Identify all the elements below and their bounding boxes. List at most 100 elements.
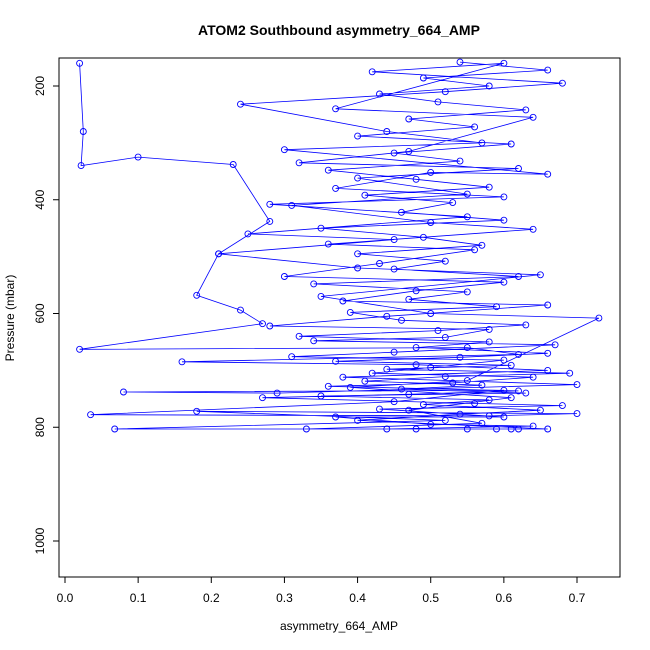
data-point	[507, 140, 515, 148]
data-point	[398, 208, 405, 216]
chart-title: ATOM2 Southbound asymmetry_664_AMP	[198, 22, 480, 38]
data-point	[427, 310, 435, 317]
data-point	[354, 132, 362, 140]
data-point	[544, 170, 552, 178]
data-point	[500, 413, 508, 421]
data-point	[390, 265, 398, 273]
data-point	[515, 273, 522, 280]
data-point	[463, 377, 471, 385]
data-point	[515, 165, 522, 172]
data-point	[412, 287, 420, 295]
data-point	[280, 273, 288, 280]
data-point	[77, 162, 85, 170]
data-point	[558, 79, 566, 87]
data-point	[383, 365, 391, 373]
x-tick-label: 0.6	[496, 591, 513, 605]
data-point	[463, 190, 471, 198]
data-point	[111, 425, 119, 433]
x-tick-label: 0.0	[57, 591, 74, 605]
data-point	[427, 420, 435, 428]
data-point	[441, 333, 449, 341]
data-point	[361, 191, 369, 199]
data-point	[266, 200, 274, 208]
data-point	[419, 401, 427, 408]
data-point	[346, 383, 354, 391]
data-point	[427, 168, 435, 176]
data-point	[456, 157, 464, 165]
data-point	[288, 353, 296, 361]
data-point	[266, 322, 274, 330]
data-point	[339, 373, 347, 381]
data-point	[332, 357, 340, 365]
y-axis-label: Pressure (mbar)	[3, 275, 17, 362]
data-point	[478, 241, 486, 249]
data-point	[390, 348, 398, 356]
data-point	[405, 115, 413, 123]
data-point	[471, 246, 479, 254]
data-point	[566, 369, 574, 377]
data-point	[500, 278, 508, 286]
data-point	[478, 381, 486, 389]
x-tick-label: 0.4	[349, 591, 366, 605]
data-point	[529, 422, 537, 430]
data-point	[295, 159, 303, 167]
plot-area: 0.0 0.1 0.2 0.3 0.4 0.5 0.6 0.7 200 400 600 800 1000	[33, 57, 621, 605]
data-point	[449, 199, 457, 207]
data-point	[536, 271, 544, 279]
data-point	[412, 425, 420, 433]
data-point	[551, 341, 559, 349]
data-point	[405, 390, 413, 398]
data-point	[87, 411, 95, 419]
data-point	[339, 297, 347, 305]
data-point	[405, 406, 413, 414]
data-point	[419, 233, 427, 241]
data-point	[295, 332, 303, 340]
data-layer	[76, 58, 603, 433]
data-point	[302, 425, 310, 433]
data-point	[229, 161, 237, 168]
data-point	[215, 250, 223, 258]
data-point	[485, 412, 493, 420]
x-tick-label: 0.3	[276, 591, 293, 605]
data-point	[485, 183, 493, 191]
data-point	[456, 410, 464, 418]
data-point	[376, 260, 383, 267]
data-point	[471, 123, 479, 131]
data-point	[558, 402, 566, 410]
data-point	[76, 345, 84, 353]
data-point	[507, 361, 515, 369]
data-point	[361, 377, 369, 385]
data-point	[412, 344, 420, 352]
data-point	[493, 303, 500, 311]
data-point	[515, 425, 522, 433]
data-point	[273, 389, 281, 397]
data-point	[398, 316, 405, 324]
data-point	[427, 219, 435, 226]
data-point	[463, 425, 471, 433]
data-point	[485, 338, 493, 346]
data-point	[368, 369, 376, 377]
data-point	[419, 74, 427, 82]
data-point	[573, 410, 581, 418]
data-point	[441, 257, 449, 265]
data-point	[463, 213, 471, 221]
data-point	[522, 321, 530, 329]
data-point	[544, 301, 552, 309]
data-point	[529, 373, 537, 381]
data-point	[390, 149, 398, 157]
data-point	[244, 230, 252, 238]
data-point	[595, 314, 603, 322]
x-tick-label: 0.1	[130, 591, 147, 605]
data-point	[383, 128, 391, 135]
data-point	[354, 264, 362, 272]
data-point	[500, 193, 508, 201]
data-point	[237, 306, 244, 314]
data-point	[500, 386, 508, 394]
data-point	[354, 174, 362, 182]
data-point	[134, 153, 142, 161]
data-point	[544, 366, 552, 374]
data-point	[259, 394, 266, 402]
data-point	[193, 407, 201, 415]
data-point	[515, 387, 522, 395]
